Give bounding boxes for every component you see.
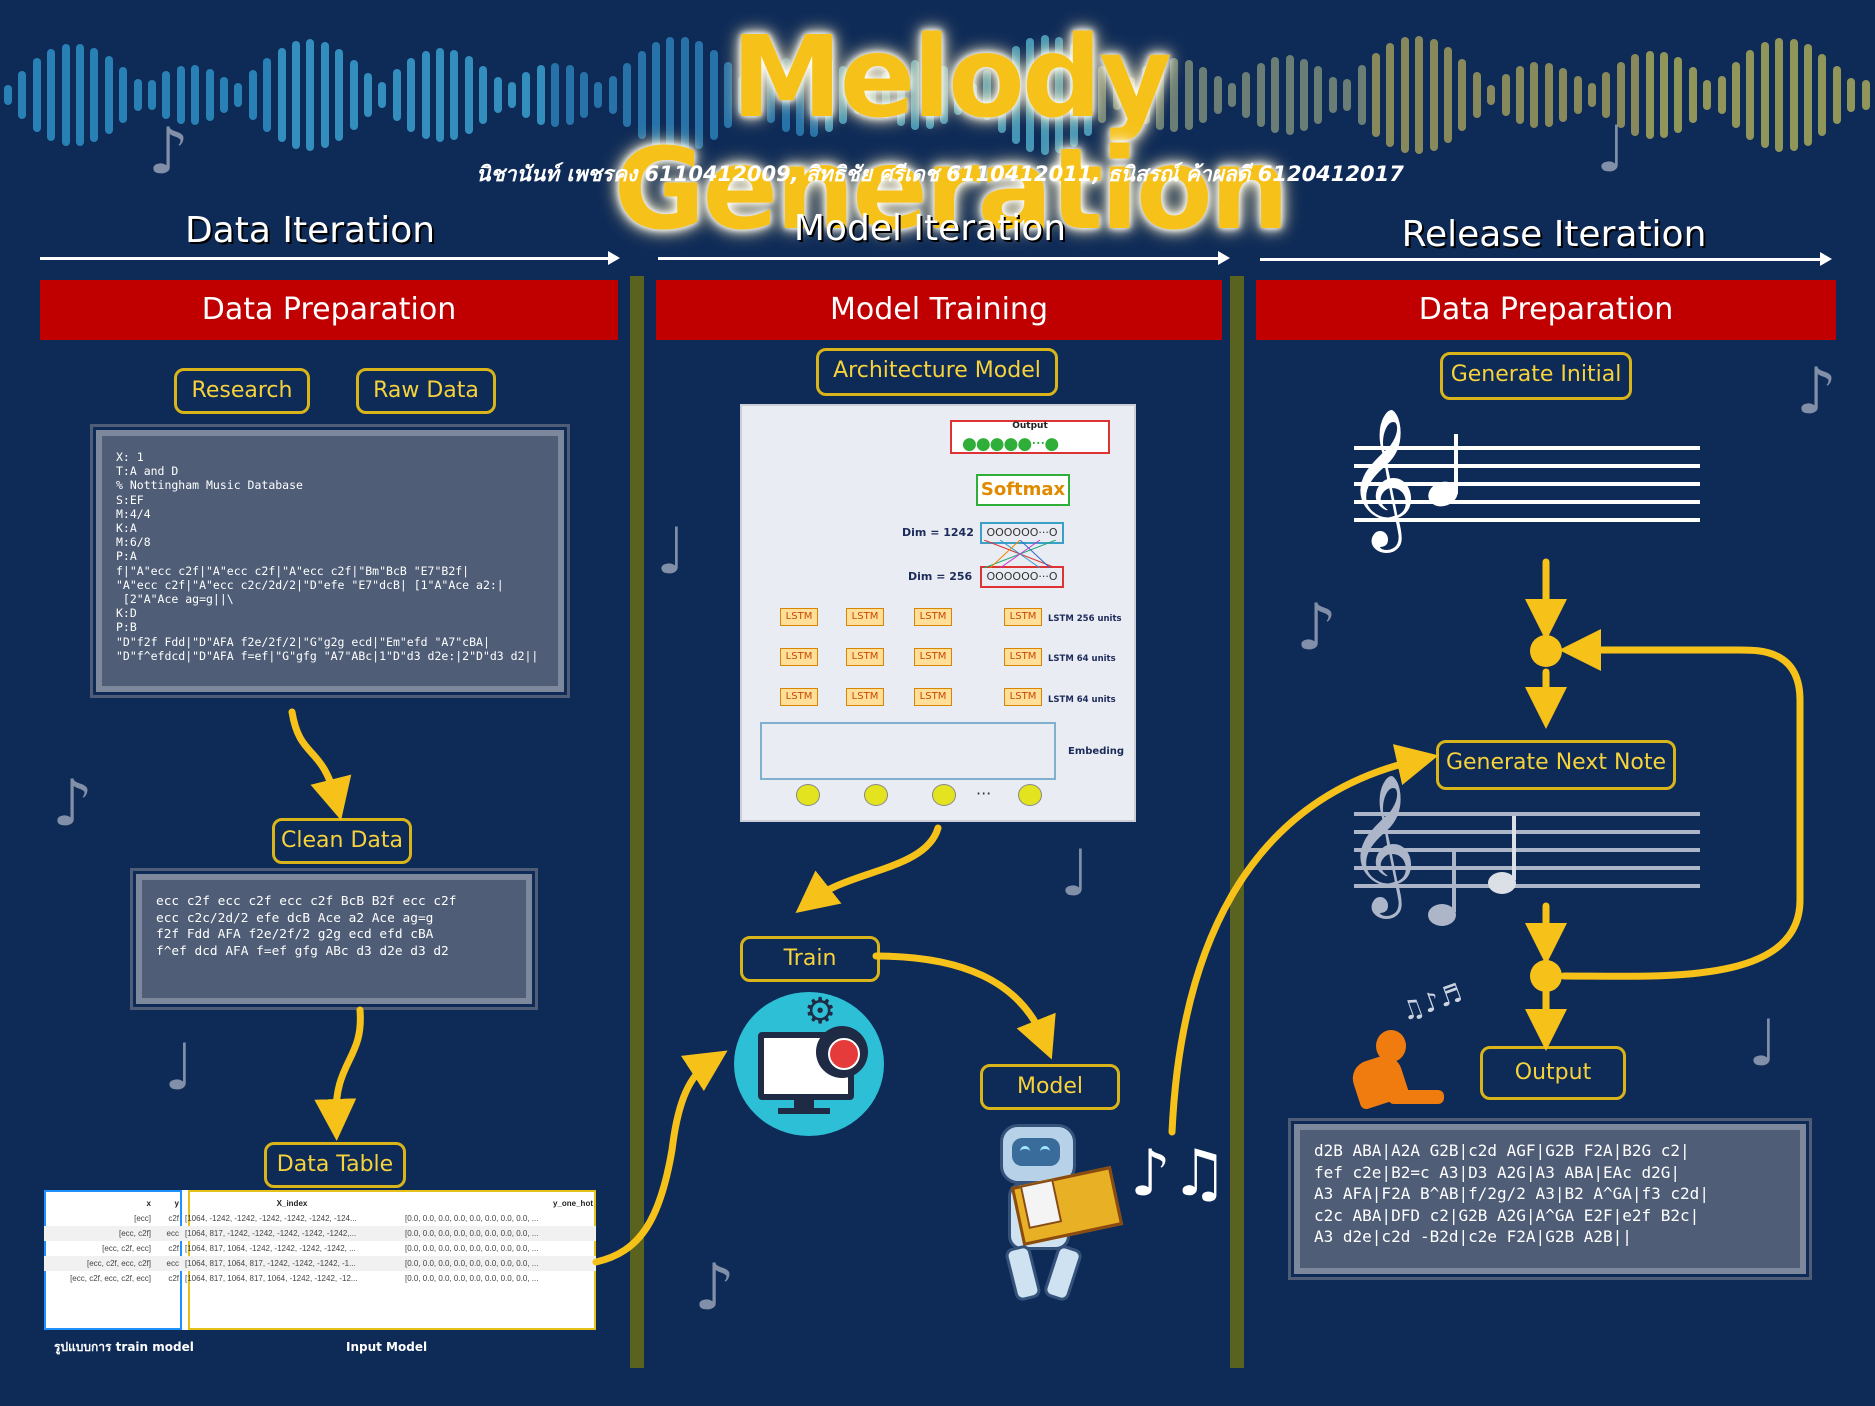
flow-arrows	[0, 0, 1875, 1406]
